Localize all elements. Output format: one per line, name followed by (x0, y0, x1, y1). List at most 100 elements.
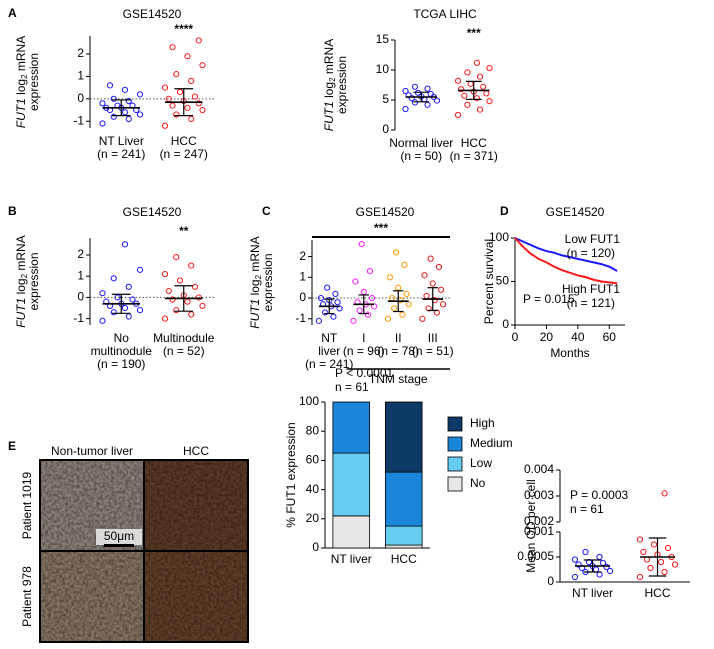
gene-name: FUT1 (322, 101, 336, 131)
x-tick-label: liver (318, 344, 340, 358)
y-tick-label: 0 (382, 122, 389, 136)
data-point (199, 62, 206, 69)
y-tick-label: 20 (306, 511, 320, 525)
data-point (366, 267, 374, 275)
annotation: P = 0.0003 (570, 488, 628, 502)
data-point (437, 286, 445, 293)
y-axis-label: Mean OD per cell (524, 479, 538, 572)
significance: *** (374, 221, 388, 235)
group-count: (n = 51) (412, 344, 454, 358)
y-tick-label: 0.0005 (517, 549, 554, 563)
label-text: mRNA (14, 36, 28, 75)
data-point (440, 301, 447, 308)
x-tick-label: NT Liver (99, 134, 144, 148)
data-point (657, 558, 665, 566)
data-point (415, 89, 422, 96)
significance: ** (179, 224, 189, 238)
x-tick-label: NT (321, 331, 338, 345)
survival-curve (514, 237, 618, 285)
annotation: n = 61 (335, 380, 369, 394)
data-point (464, 69, 471, 76)
data-point (169, 296, 176, 303)
data-point (165, 287, 172, 295)
data-point (330, 313, 337, 320)
data-point (188, 115, 195, 123)
data-point (582, 548, 589, 556)
y-axis-label: FUT1 log2 mRNA (248, 236, 263, 328)
data-point (173, 253, 180, 261)
label-text: log (14, 79, 28, 98)
x-tick-label: multinodule (91, 344, 153, 358)
data-point (195, 37, 202, 44)
annotation: P < 0.0001 (335, 366, 393, 380)
data-point (173, 111, 180, 118)
y-tick-label: 5 (382, 92, 389, 106)
data-point (191, 283, 199, 290)
data-point (324, 284, 331, 291)
data-point (405, 301, 412, 308)
legend-label: High FUT1 (562, 282, 620, 296)
y-tick-label: 0 (77, 290, 84, 304)
y-tick-label: -1 (295, 311, 306, 325)
data-point (424, 101, 431, 108)
y-axis-label: expression (27, 53, 41, 111)
y-tick-label: -1 (73, 311, 84, 325)
data-point (464, 101, 471, 108)
data-point (125, 283, 132, 290)
data-point (99, 120, 106, 127)
group-count: (n = 371) (450, 149, 498, 163)
data-point (636, 573, 644, 581)
data-point (199, 106, 206, 114)
data-point (161, 270, 169, 278)
row-label: Patient 1019 (20, 471, 34, 539)
data-point (599, 559, 607, 567)
data-point (136, 111, 144, 118)
data-point (106, 82, 114, 89)
subscript: 2 (20, 273, 29, 278)
y-tick-label: 0.001 (524, 524, 554, 538)
y-tick-label: 2 (77, 46, 84, 60)
data-point (402, 105, 409, 113)
y-tick-label: 80 (306, 423, 320, 437)
y-tick-label: 100 (299, 394, 319, 408)
legend-swatch (447, 476, 463, 492)
group-count: (n = 241) (97, 147, 145, 161)
data-point (121, 304, 129, 312)
data-point (110, 95, 117, 102)
y-tick-label: 0 (547, 574, 554, 588)
data-point (173, 307, 180, 314)
gene-name: FUT1 (14, 298, 28, 328)
x-tick-label: HCC (645, 586, 671, 600)
data-point (110, 113, 117, 120)
y-tick-label: -1 (73, 113, 84, 127)
label-text: mRNA (14, 235, 28, 274)
y-tick-label: 40 (306, 482, 320, 496)
y-axis-label: FUT1 log2 mRNA (322, 39, 337, 131)
data-point (350, 317, 357, 324)
data-point (176, 88, 184, 96)
y-tick-label: 0 (312, 540, 319, 554)
data-point (184, 104, 191, 111)
data-point (486, 98, 493, 105)
significance: **** (174, 22, 193, 36)
data-point (110, 309, 117, 316)
data-point (486, 65, 493, 72)
data-point (461, 92, 468, 99)
data-point (364, 311, 371, 318)
bar-segment (384, 401, 423, 473)
subscript: 2 (20, 74, 29, 79)
y-tick-label: 1 (299, 269, 306, 283)
bar-segment (384, 525, 423, 546)
y-tick-label: 50 (496, 274, 510, 288)
data-point (596, 571, 603, 578)
y-tick-label: 0 (77, 91, 84, 105)
data-point (393, 249, 400, 256)
x-tick-label: 0 (512, 330, 519, 344)
data-point (136, 91, 144, 98)
data-point (121, 241, 129, 248)
bar-segment (332, 452, 371, 517)
data-point (384, 315, 391, 322)
data-point (606, 567, 614, 575)
subscript: 2 (254, 274, 263, 279)
data-point (322, 309, 329, 316)
